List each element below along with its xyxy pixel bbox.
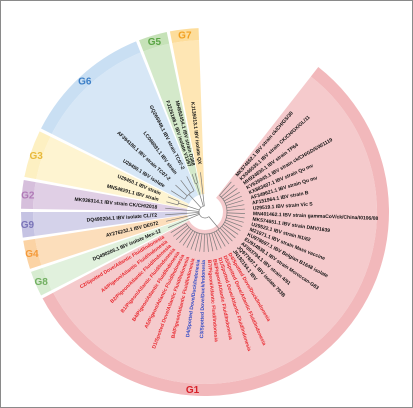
tree-branch: [194, 233, 200, 251]
tree-branch: [217, 229, 230, 245]
tree-branch: [196, 183, 204, 207]
clade-sector-g6: [51, 52, 199, 204]
tree-branch: [211, 232, 218, 251]
tree-branch: [173, 225, 188, 237]
tree-branch: [199, 233, 203, 252]
clade-band-g7: [169, 28, 199, 44]
tree-branch: [168, 223, 178, 228]
tree-branch: [226, 208, 245, 211]
clade-label-g9: G9: [21, 220, 35, 231]
leaf-label: U29519.1 IBV strain Vic S: [253, 201, 314, 211]
tree-branch: [188, 194, 202, 208]
clade-band-g9: [21, 212, 35, 238]
clade-sector-g2: [33, 182, 188, 212]
tree-branch: [225, 200, 244, 206]
tree-branch: [213, 231, 222, 249]
tree-branch: [186, 231, 196, 248]
tree-branch: [215, 230, 226, 247]
tree-branch: [226, 217, 244, 223]
tree-branch: [191, 174, 196, 184]
clade-band-g4: [23, 238, 42, 269]
tree-branch: [182, 230, 194, 246]
tree-branch: [208, 216, 220, 230]
tree-branch: [198, 205, 210, 219]
tree-branch: [185, 195, 228, 235]
tree-branch: [223, 224, 239, 235]
clade-sector-g7: [172, 40, 205, 195]
clade-label-g7: G7: [178, 31, 192, 42]
tree-branch: [171, 208, 200, 212]
clade-sector-g5: [143, 43, 202, 196]
tree-branch: [224, 221, 241, 231]
tree-branch: [180, 180, 191, 194]
leaf-label: DQ490204.1 IBV isolate CL/T2: [87, 213, 158, 224]
tree-branch: [177, 214, 200, 225]
clade-band-g8: [31, 267, 52, 296]
tree-branch: [171, 212, 200, 215]
clade-label-g6: G6: [78, 76, 92, 87]
tree-branch: [194, 173, 198, 184]
tree-branch: [206, 233, 209, 252]
tree-branch: [179, 228, 192, 244]
tree-branch: [175, 184, 188, 197]
tree-branch: [225, 195, 242, 204]
leaf-label: C3/Spotted Dove/Duck/Indonesia: [199, 260, 207, 339]
tree-branch: [200, 172, 202, 183]
tree-branch: [225, 219, 243, 227]
tree-branch: [173, 213, 200, 220]
tree-branch: [226, 212, 245, 214]
tree-branch: [222, 188, 238, 200]
tree-branch: [223, 191, 240, 202]
tree-branch: [167, 196, 180, 202]
tree-branch: [219, 181, 232, 196]
clade-band-g2: [21, 180, 36, 209]
clade-label-g4: G4: [25, 249, 39, 260]
tree-branch: [226, 204, 245, 209]
clade-label-g1: G1: [186, 385, 200, 396]
clade-label-g2: G2: [21, 190, 35, 201]
tree-branch: [186, 176, 195, 191]
tree-branch: [165, 207, 172, 210]
clade-label-g5: G5: [148, 37, 162, 48]
tree-branch: [190, 232, 198, 250]
clade-band-g5: [139, 32, 170, 52]
tree-branch: [221, 226, 236, 239]
tree-branch: [178, 202, 200, 211]
leaf-label: MN401462.1 IBV strain gammaCoV/ck/China/…: [253, 211, 379, 222]
tree-branch: [221, 184, 235, 198]
tree-branch: [219, 227, 233, 242]
tree-branch: [175, 227, 190, 241]
tree-branch: [226, 214, 245, 219]
tree-branch: [208, 233, 214, 252]
clade-sector-g3: [36, 136, 189, 209]
clade-sector-g4: [35, 214, 188, 266]
clade-label-g8: G8: [34, 277, 48, 288]
tree-branch: [166, 219, 174, 222]
tree-branch: [201, 182, 205, 207]
tree-branch: [170, 190, 185, 200]
tree-branch: [170, 223, 187, 234]
clade-label-g3: G3: [30, 151, 44, 162]
clade-band-g6: [41, 41, 141, 134]
clade-sector-g8: [42, 217, 189, 291]
clade-band-g3: [24, 131, 51, 180]
tree-branch: [166, 201, 179, 206]
clade-sector-g1: [53, 76, 377, 385]
clade-sector-g9: [33, 212, 188, 236]
